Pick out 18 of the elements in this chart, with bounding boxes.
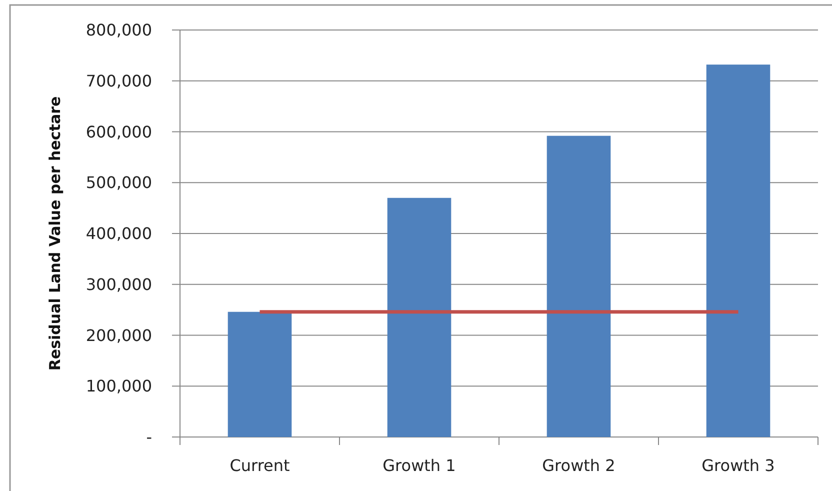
bar xyxy=(706,64,770,437)
y-tick-label: 600,000 xyxy=(86,122,152,142)
y-tick-label: 100,000 xyxy=(86,376,152,396)
y-tick-label: 200,000 xyxy=(86,326,152,345)
x-tick-label: Growth 2 xyxy=(542,456,616,475)
x-tick-label: Current xyxy=(230,456,290,475)
y-tick-label: 500,000 xyxy=(86,173,152,192)
y-tick-label: 400,000 xyxy=(86,224,152,244)
y-tick-label: 300,000 xyxy=(86,274,152,294)
bar xyxy=(546,136,611,437)
y-tick-label: 700,000 xyxy=(86,71,152,90)
x-tick-label: Growth 1 xyxy=(382,456,456,475)
y-tick-label: 800,000 xyxy=(86,20,152,40)
x-tick-label: Growth 3 xyxy=(702,456,775,475)
y-tick-label: - xyxy=(146,428,152,447)
bar xyxy=(387,198,452,437)
bar xyxy=(228,312,292,437)
y-axis-title: Residual Land Value per hectare xyxy=(46,96,64,371)
